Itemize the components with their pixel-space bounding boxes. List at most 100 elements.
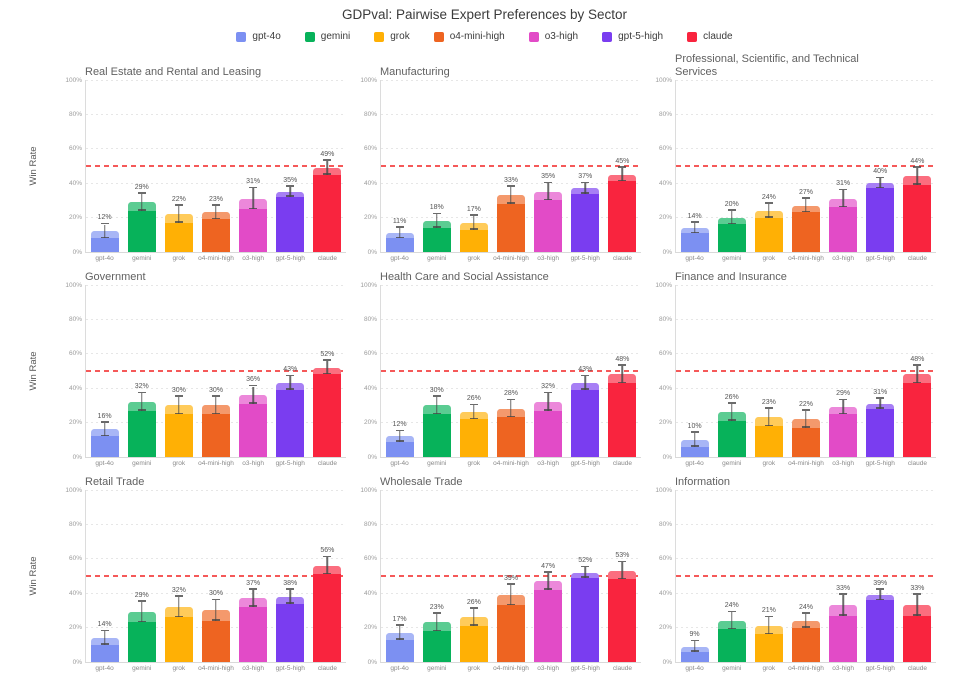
x-tick-label-grok: grok — [762, 255, 776, 262]
bar-group-o3-high: 29% o3-high — [825, 285, 862, 467]
error-bar-top-cap — [432, 212, 441, 215]
error-bar-top-cap — [581, 565, 590, 568]
error-bar — [398, 227, 401, 239]
error-bar-bottom-cap — [581, 576, 590, 578]
bar-claude — [903, 176, 932, 252]
x-tick-label-gemini: gemini — [722, 255, 742, 262]
bar-value-label: 27% — [798, 188, 813, 196]
error-bar-bottom-cap — [286, 195, 295, 197]
error-bar-bottom-cap — [432, 629, 441, 632]
gridline-40 — [676, 182, 936, 184]
error-bar-bottom-cap — [913, 183, 922, 185]
y-axis-title: Win Rate — [28, 351, 40, 391]
gridline-40 — [86, 387, 346, 389]
error-bar-bottom-cap — [801, 210, 810, 213]
bar-group-o4-mini-high: 27% o4-mini-high — [787, 80, 824, 262]
error-bar — [879, 398, 882, 409]
legend-swatch-icon — [236, 31, 247, 42]
y-tick-label: 80% — [363, 520, 377, 528]
error-bar-top-cap — [249, 588, 258, 590]
reference-line-50pct — [676, 575, 936, 577]
y-tick-label: 40% — [68, 179, 82, 187]
y-axis-title: Win Rate — [28, 556, 40, 596]
bar-value-label: 31% — [246, 178, 261, 186]
bar-value-label: 52% — [320, 350, 335, 358]
bar-o4-mini-high — [791, 205, 820, 252]
bar-gpt-5-high — [866, 594, 895, 662]
x-tick-label-o4-mini-high: o4-mini-high — [493, 460, 529, 467]
plot-area: 0% 20% 40% 60% 80% 100% 12% gpt-4o 29% gemini 22% g… — [65, 77, 346, 262]
bar-value-label: 20% — [724, 200, 739, 208]
error-bar — [879, 178, 882, 189]
gridline-60 — [86, 148, 346, 150]
x-tick-label-claude: claude — [907, 665, 927, 672]
bar-o3-high — [239, 598, 268, 662]
error-bar — [916, 167, 919, 185]
error-bar — [842, 400, 844, 414]
error-bar-top-cap — [690, 431, 699, 433]
y-tick-label: 80% — [658, 110, 672, 118]
gridline-80 — [676, 523, 936, 525]
error-bar — [215, 396, 217, 414]
x-tick-label-gpt-5-high: gpt-5-high — [275, 665, 305, 672]
error-bar — [326, 160, 329, 175]
x-tick-label-grok: grok — [172, 665, 186, 672]
legend-label: gpt-4o — [252, 31, 281, 42]
error-bar-top-cap — [839, 398, 848, 401]
bar-group-o3-high: 36% o3-high — [235, 285, 272, 467]
x-tick-label-gpt-4o: gpt-4o — [390, 255, 409, 262]
error-bar-bottom-cap — [323, 173, 332, 175]
bar-group-o4-mini-high: 22% o4-mini-high — [787, 285, 824, 467]
gridline-100 — [86, 284, 346, 286]
error-bar-bottom-cap — [211, 412, 220, 414]
x-tick-label-grok: grok — [172, 255, 186, 262]
error-bar-bottom-cap — [801, 426, 810, 428]
error-bar-bottom-cap — [876, 407, 885, 409]
x-tick-label-o3-high: o3-high — [242, 460, 264, 467]
error-bar-bottom-cap — [395, 638, 404, 640]
x-tick-label-gpt-5-high: gpt-5-high — [865, 460, 895, 467]
error-bar-top-cap — [100, 421, 109, 423]
legend-item-o3-high: o3-high — [528, 31, 578, 42]
bar-claude — [903, 374, 932, 457]
bar-group-o4-mini-high: 24% o4-mini-high — [787, 490, 824, 672]
y-tick-label: 80% — [68, 315, 82, 323]
x-tick-label-gpt-4o: gpt-4o — [390, 460, 409, 467]
plot-area: 0% 20% 40% 60% 80% 100% 10% gpt-4o 26% gemini 23% g… — [655, 282, 936, 467]
error-bar — [103, 224, 106, 239]
bar-group-grok: 21% grok — [750, 490, 787, 672]
y-tick-label: 20% — [68, 624, 82, 632]
legend-swatch-icon — [687, 31, 698, 42]
error-bar-top-cap — [581, 374, 590, 377]
y-tick-label: 100% — [655, 486, 672, 494]
error-bar-bottom-cap — [764, 632, 773, 635]
gridline-80 — [381, 318, 641, 320]
y-tick-label: 0% — [662, 658, 672, 666]
subplot-information: Information 0% 20% 40% 60% 80% 100% 9% gpt-4o 24%… — [650, 467, 945, 672]
error-bar-top-cap — [764, 202, 773, 204]
x-tick-label-gpt-5-high: gpt-5-high — [570, 255, 600, 262]
y-tick-label: 100% — [65, 486, 82, 494]
bar-group-o4-mini-high: 28% o4-mini-high — [492, 285, 529, 467]
error-bar — [768, 408, 770, 427]
y-tick-label: 20% — [68, 419, 82, 427]
gridline-60 — [86, 558, 346, 560]
x-tick-label-gpt-4o: gpt-4o — [685, 255, 704, 262]
error-bar — [621, 167, 624, 182]
error-bar-bottom-cap — [690, 650, 699, 652]
x-tick-label-gpt-5-high: gpt-5-high — [865, 255, 895, 262]
y-tick-label: 100% — [360, 76, 377, 84]
error-bar — [547, 393, 549, 411]
subplot-title: Health Care and Social Assistance — [380, 270, 549, 283]
x-tick-label-grok: grok — [172, 460, 186, 467]
error-bar — [621, 562, 624, 580]
error-bar-top-cap — [286, 588, 295, 590]
error-bar — [289, 589, 292, 604]
x-tick-label-o4-mini-high: o4-mini-high — [198, 255, 234, 262]
y-tick-label: 40% — [68, 384, 82, 392]
error-bar-bottom-cap — [249, 207, 258, 209]
error-bar-bottom-cap — [286, 602, 295, 604]
bar-group-gpt-4o: 16% gpt-4o — [86, 285, 123, 467]
legend-item-claude: claude — [687, 31, 733, 42]
y-tick-label: 40% — [68, 589, 82, 597]
